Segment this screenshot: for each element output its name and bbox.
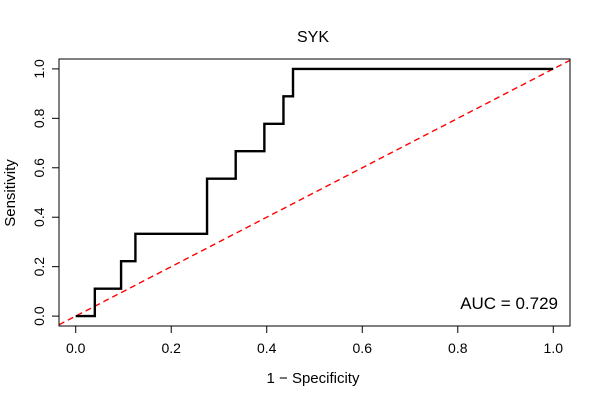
y-tick-label: 0.2 [31, 257, 47, 277]
y-tick-label: 0.6 [31, 158, 47, 178]
x-axis: 0.0 0.2 0.4 0.6 0.8 1.0 [66, 326, 563, 356]
chart-title: SYK [297, 29, 329, 46]
x-tick-label: 0.6 [353, 340, 373, 356]
y-axis: 0.0 0.2 0.4 0.6 0.8 1.0 [31, 59, 59, 326]
x-tick-label: 0.4 [257, 340, 277, 356]
y-tick-label: 1.0 [31, 59, 47, 79]
series-layer [59, 59, 570, 326]
y-tick-label: 0.0 [31, 306, 47, 326]
y-tick-label: 0.8 [31, 108, 47, 128]
x-tick-label: 1.0 [544, 340, 564, 356]
x-tick-label: 0.8 [448, 340, 468, 356]
y-tick-label: 0.4 [31, 207, 47, 227]
roc-curve [75, 67, 554, 318]
x-axis-title: 1 − Specificity [267, 370, 360, 387]
x-tick-label: 0.2 [161, 340, 181, 356]
x-tick-label: 0.0 [66, 340, 86, 356]
plot-box [58, 58, 571, 327]
y-axis-title: Sensitivity [2, 159, 19, 227]
auc-annotation: AUC = 0.729 [460, 294, 558, 313]
reference-line [59, 59, 570, 326]
